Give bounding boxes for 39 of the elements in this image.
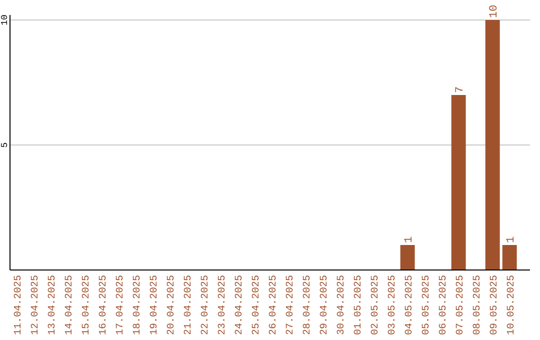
x-tick-label: 07.05.2025 (456, 275, 467, 336)
x-tick-label: 25.04.2025 (251, 275, 262, 336)
bar (485, 20, 500, 270)
x-tick-label: 01.05.2025 (354, 275, 365, 336)
x-tick-label: 05.05.2025 (422, 275, 433, 336)
x-tick-label: 11.04.2025 (13, 275, 24, 336)
x-tick-label: 15.04.2025 (81, 275, 92, 336)
x-tick-label: 02.05.2025 (370, 275, 382, 336)
x-tick-label: 29.04.2025 (320, 275, 331, 336)
bar (502, 245, 517, 270)
y-tick-label: 5 (0, 142, 10, 148)
x-tick-label: 09.05.2025 (490, 275, 501, 336)
x-tick-label: 30.04.2025 (336, 275, 348, 336)
x-tick-label: 20.04.2025 (166, 275, 178, 336)
x-tick-label: 22.04.2025 (200, 275, 212, 336)
x-tick-label: 10.05.2025 (506, 275, 518, 336)
data-label: 7 (454, 86, 467, 93)
x-tick-label: 14.04.2025 (64, 275, 76, 336)
x-tick-label: 16.04.2025 (98, 275, 110, 336)
x-tick-label: 19.04.2025 (149, 275, 160, 336)
bar (400, 245, 415, 270)
x-tick-label: 04.05.2025 (404, 275, 416, 336)
x-tick-label: 03.05.2025 (388, 275, 399, 336)
x-tick-label: 26.04.2025 (268, 275, 280, 336)
x-tick-label: 18.04.2025 (132, 275, 144, 336)
x-tick-label: 12.04.2025 (30, 275, 42, 336)
data-label: 1 (506, 236, 518, 243)
data-label: 1 (404, 236, 416, 243)
x-tick-label: 13.04.2025 (47, 275, 58, 336)
x-tick-label: 28.04.2025 (302, 275, 314, 336)
x-tick-label: 17.04.2025 (115, 275, 126, 336)
x-tick-label: 08.05.2025 (472, 275, 484, 336)
x-tick-label: 24.04.2025 (234, 275, 246, 336)
bar (451, 95, 466, 270)
data-label: 10 (488, 4, 501, 18)
x-tick-label: 06.05.2025 (438, 275, 450, 336)
x-tick-label: 23.04.2025 (217, 275, 228, 336)
x-tick-label: 21.04.2025 (183, 275, 194, 336)
x-tick-label: 27.04.2025 (286, 275, 297, 336)
